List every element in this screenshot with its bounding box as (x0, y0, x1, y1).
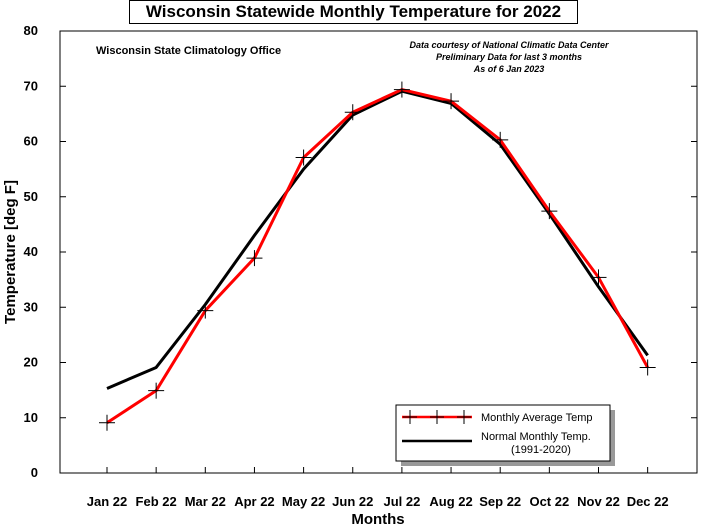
x-tick-label: Feb 22 (136, 494, 177, 509)
chart-title: Wisconsin Statewide Monthly Temperature … (129, 0, 578, 24)
legend-label-normal-line2: (1991-2020) (511, 444, 571, 456)
data-point-marker (393, 81, 410, 98)
y-tick-label: 60 (24, 134, 38, 149)
data-point-marker (344, 104, 361, 121)
y-axis-title: Temperature [deg F] (2, 180, 19, 324)
data-point-marker (443, 93, 460, 110)
x-tick-label: May 22 (282, 494, 325, 509)
y-tick-label: 0 (31, 465, 38, 480)
y-tick-label: 50 (24, 189, 38, 204)
series-layer (99, 81, 656, 431)
series-line-monthly-average (106, 88, 649, 424)
x-tick-label: Mar 22 (185, 494, 226, 509)
legend-marker (457, 410, 471, 424)
x-tick-label: Jun 22 (332, 494, 373, 509)
data-point-marker (639, 359, 656, 376)
x-tick-label: Jul 22 (383, 494, 420, 509)
source-annotation: Wisconsin State Climatology Office (96, 45, 281, 57)
data-point-marker (99, 414, 115, 431)
legend: Monthly Average Temp Normal Monthly Temp… (395, 404, 615, 466)
data-point-marker (295, 149, 312, 166)
x-tick-label: Oct 22 (529, 494, 569, 509)
y-axis: 0 10 20 30 40 50 60 70 80 (24, 23, 697, 480)
data-credit-line-1: Data courtesy of National Climatic Data … (409, 40, 609, 50)
data-credit-line-3: As of 6 Jan 2023 (473, 64, 545, 74)
data-credit-line-2: Preliminary Data for last 3 months (436, 52, 582, 62)
y-tick-label: 20 (24, 355, 38, 370)
x-tick-label: Apr 22 (234, 494, 274, 509)
x-tick-label: Nov 22 (577, 494, 620, 509)
y-tick-label: 80 (24, 23, 38, 38)
x-axis: Jan 22 Feb 22 Mar 22 Apr 22 May 22 Jun 22 Jul … (87, 467, 669, 509)
data-point-marker (246, 250, 263, 267)
x-tick-label: Sep 22 (479, 494, 521, 509)
x-tick-label: Aug 22 (429, 494, 472, 509)
data-point-marker (541, 203, 558, 220)
legend-label-normal-line1: Normal Monthly Temp. (481, 431, 591, 443)
data-point-marker (148, 382, 165, 399)
x-tick-label: Dec 22 (627, 494, 669, 509)
legend-box (395, 404, 611, 462)
y-tick-label: 10 (24, 410, 38, 425)
x-axis-title: Months (351, 511, 404, 528)
series-line-normal (106, 89, 649, 390)
x-tick-label: Jan 22 (87, 494, 127, 509)
data-point-marker (492, 131, 509, 148)
legend-marker (403, 410, 417, 424)
legend-marker (430, 410, 444, 424)
y-tick-label: 70 (24, 78, 38, 93)
y-tick-label: 30 (24, 299, 38, 314)
data-point-marker (590, 269, 607, 286)
legend-label-monthly: Monthly Average Temp (481, 412, 593, 424)
y-tick-label: 40 (24, 244, 38, 259)
data-point-marker (197, 302, 214, 319)
